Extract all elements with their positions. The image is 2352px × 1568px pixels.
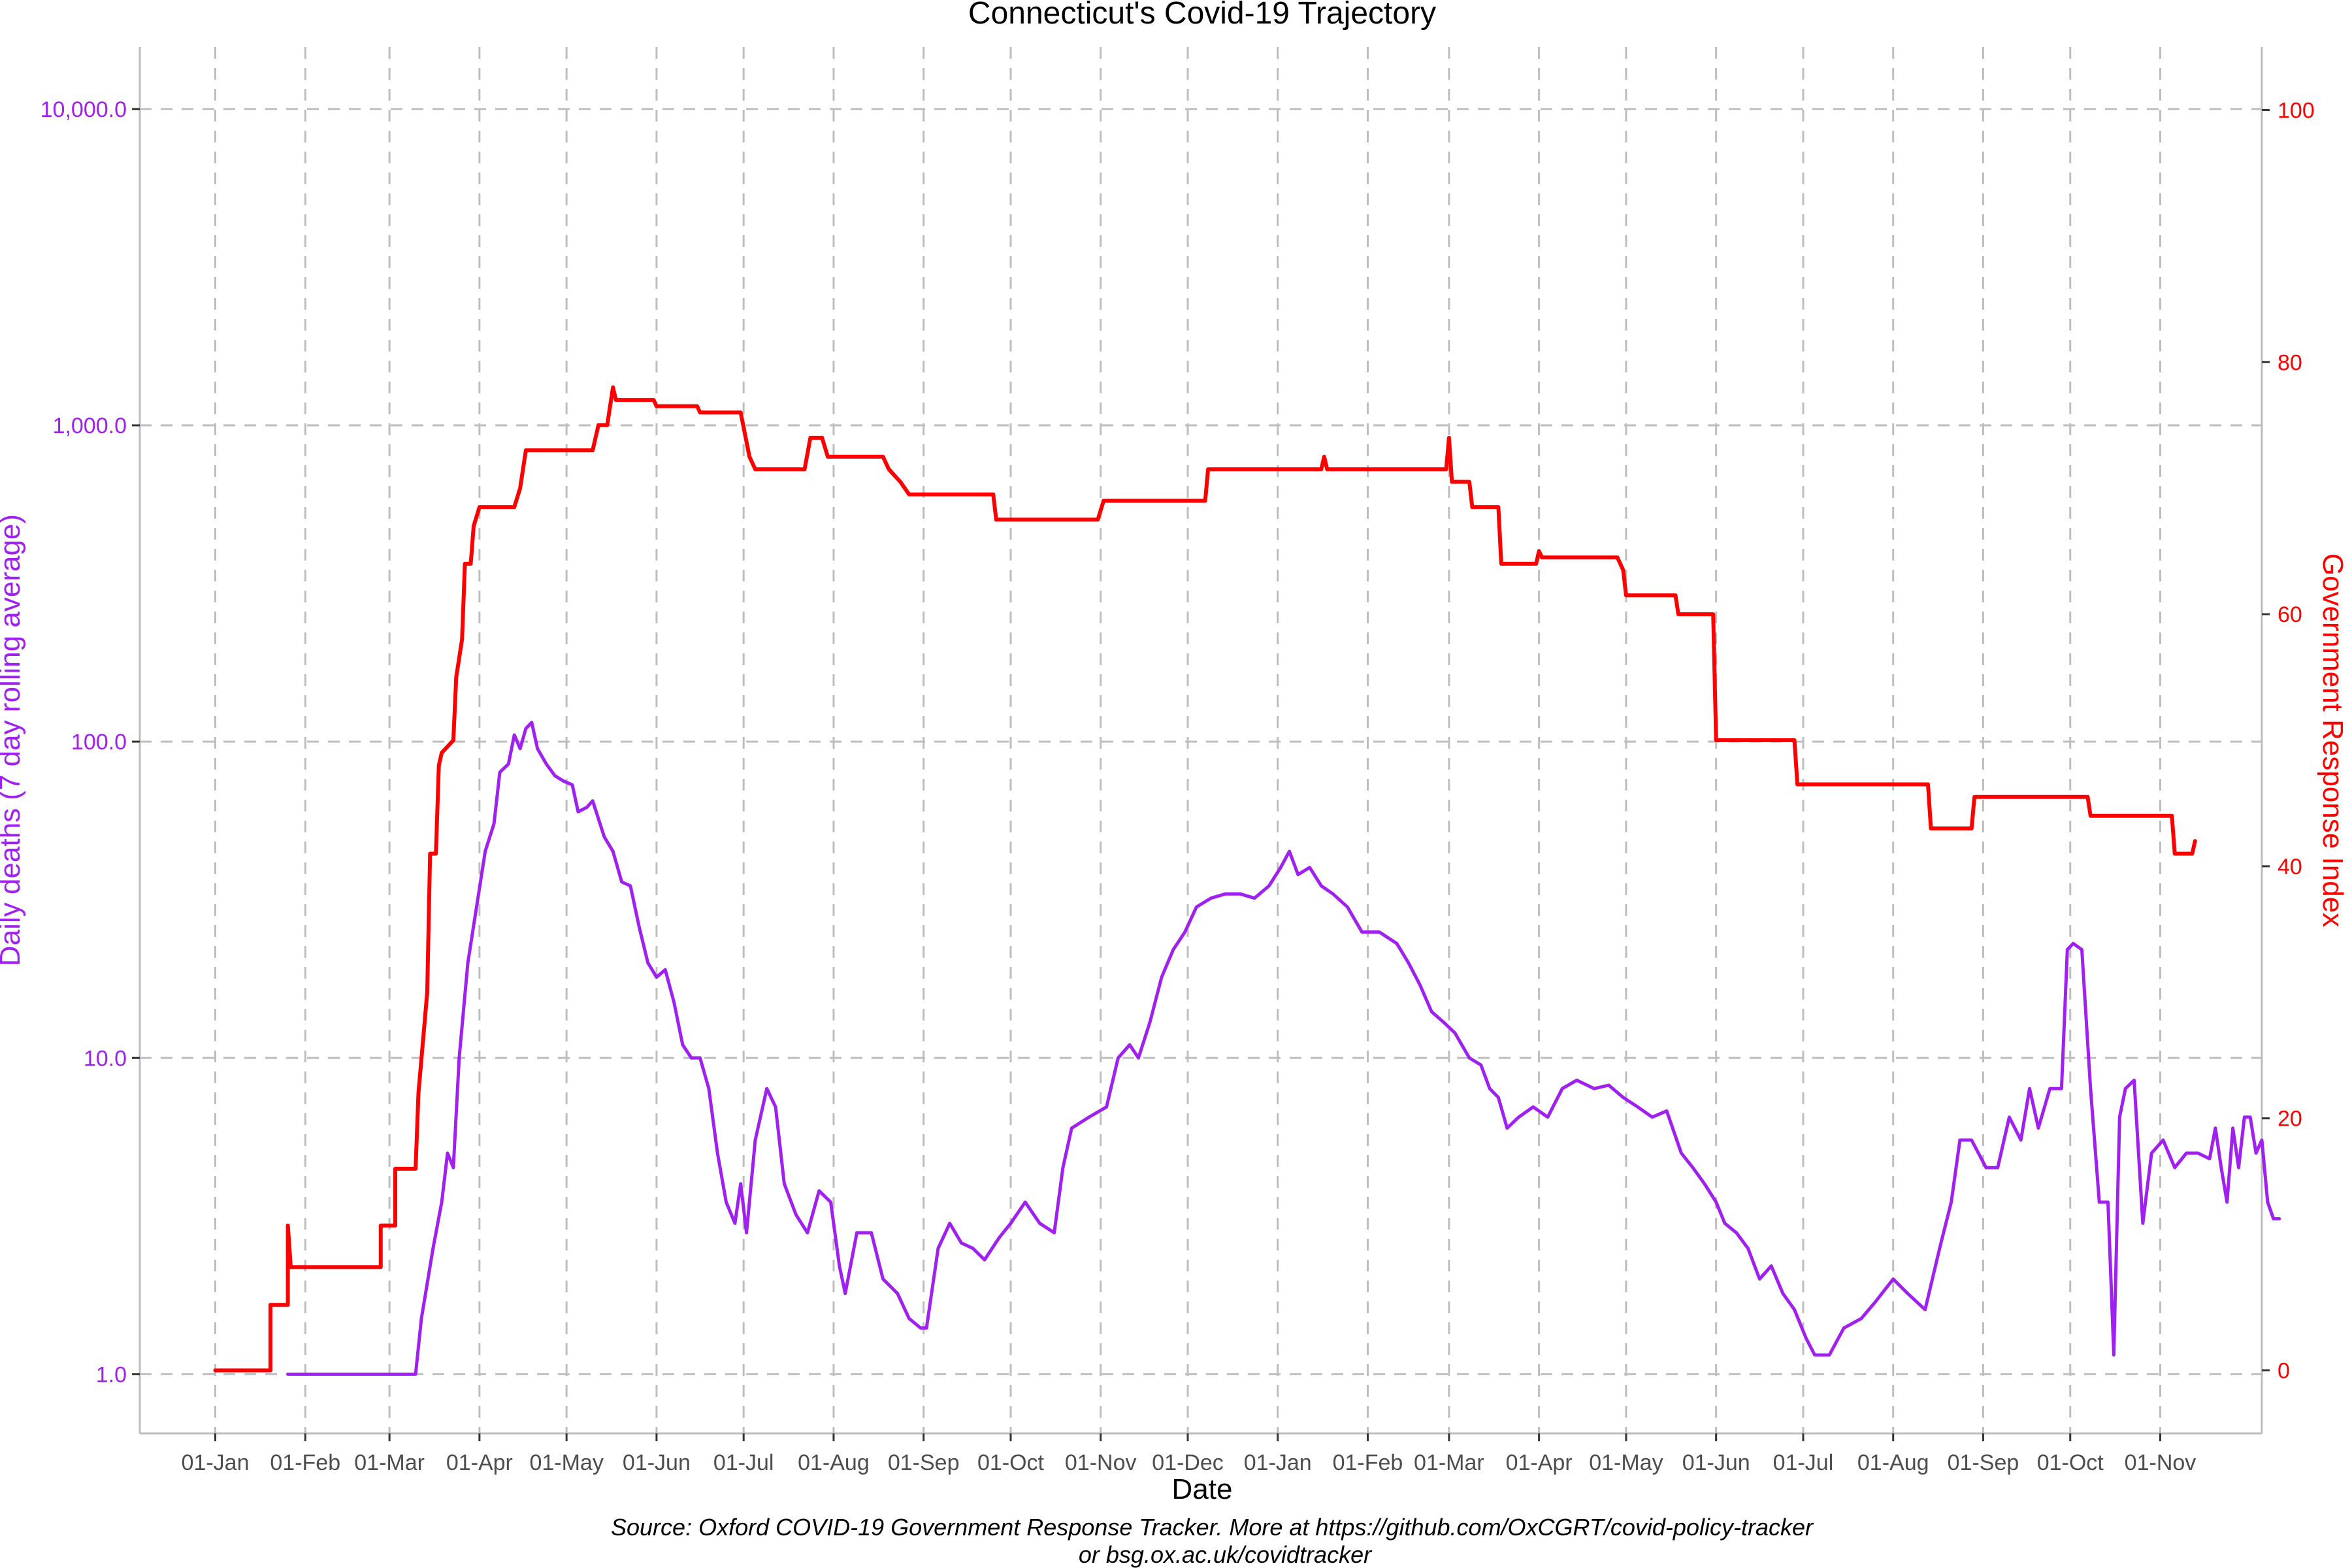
left-tick-label: 1,000.0 — [53, 414, 127, 438]
right-tick-label: 0 — [2278, 1359, 2290, 1384]
right-tick-label: 40 — [2278, 855, 2302, 879]
series-line-daily-deaths — [286, 721, 2281, 1376]
right-tick-label: 60 — [2278, 602, 2302, 627]
x-tick-label: 01-Jan — [1244, 1450, 1312, 1475]
left-tick-label: 10,000.0 — [41, 97, 127, 122]
right-tick-label: 80 — [2278, 350, 2302, 375]
x-tick-label: 01-Jun — [623, 1450, 691, 1475]
right-axis-title: Government Response Index — [2317, 553, 2349, 927]
x-tick-label: 01-Nov — [2125, 1450, 2197, 1475]
x-tick-label: 01-Apr — [1506, 1450, 1573, 1475]
x-tick-label: 01-Feb — [1333, 1450, 1403, 1475]
x-tick-label: 01-Feb — [270, 1450, 340, 1475]
x-tick-label: 01-Jan — [182, 1450, 250, 1475]
right-tick-label: 100 — [2278, 98, 2315, 123]
x-tick-label: 01-Nov — [1065, 1450, 1137, 1475]
chart-title: Connecticut's Covid-19 Trajectory — [968, 0, 1436, 31]
x-tick-label: 01-Oct — [2037, 1450, 2104, 1475]
left-axis-title: Daily deaths (7 day rolling average) — [0, 514, 26, 966]
x-tick-label: 01-Oct — [977, 1450, 1045, 1475]
x-tick-label: 01-Sep — [1948, 1450, 2019, 1475]
x-tick-label: 01-May — [1589, 1450, 1663, 1475]
series-line-government-response-index — [213, 385, 2197, 1373]
x-tick-label: 01-Sep — [888, 1450, 960, 1475]
left-tick-label: 10.0 — [84, 1046, 127, 1071]
left-axis-ticks: 1.0 10.0 100.0 1,000.0 10,000.0 — [41, 97, 140, 1387]
x-axis-ticks: 01-Jan 01-Feb 01-Mar 01-Apr 01-May 01-Jun 01-J… — [182, 1433, 2197, 1475]
x-axis-title: Date — [1172, 1473, 1233, 1505]
left-tick-label: 100.0 — [71, 730, 127, 755]
x-tick-label: 01-Dec — [1152, 1450, 1224, 1475]
x-tick-label: 01-Jun — [1682, 1450, 1750, 1475]
x-tick-label: 01-Jul — [1773, 1450, 1834, 1475]
x-tick-label: 01-Mar — [1414, 1450, 1484, 1475]
x-tick-label: 01-May — [529, 1450, 603, 1475]
right-tick-label: 20 — [2278, 1107, 2302, 1132]
source-caption-line-1: Source: Oxford COVID-19 Government Respo… — [611, 1514, 1814, 1541]
x-tick-label: 01-Aug — [798, 1450, 870, 1475]
x-tick-label: 01-Apr — [446, 1450, 513, 1475]
x-tick-label: 01-Jul — [713, 1450, 774, 1475]
x-tick-label: 01-Aug — [1857, 1450, 1929, 1475]
x-tick-label: 01-Mar — [354, 1450, 425, 1475]
source-caption-line-2: or bsg.ox.ac.uk/covidtracker — [1079, 1541, 1373, 1568]
left-tick-label: 1.0 — [96, 1362, 127, 1387]
right-axis-ticks: 0 20 40 60 80 100 — [2262, 98, 2315, 1384]
